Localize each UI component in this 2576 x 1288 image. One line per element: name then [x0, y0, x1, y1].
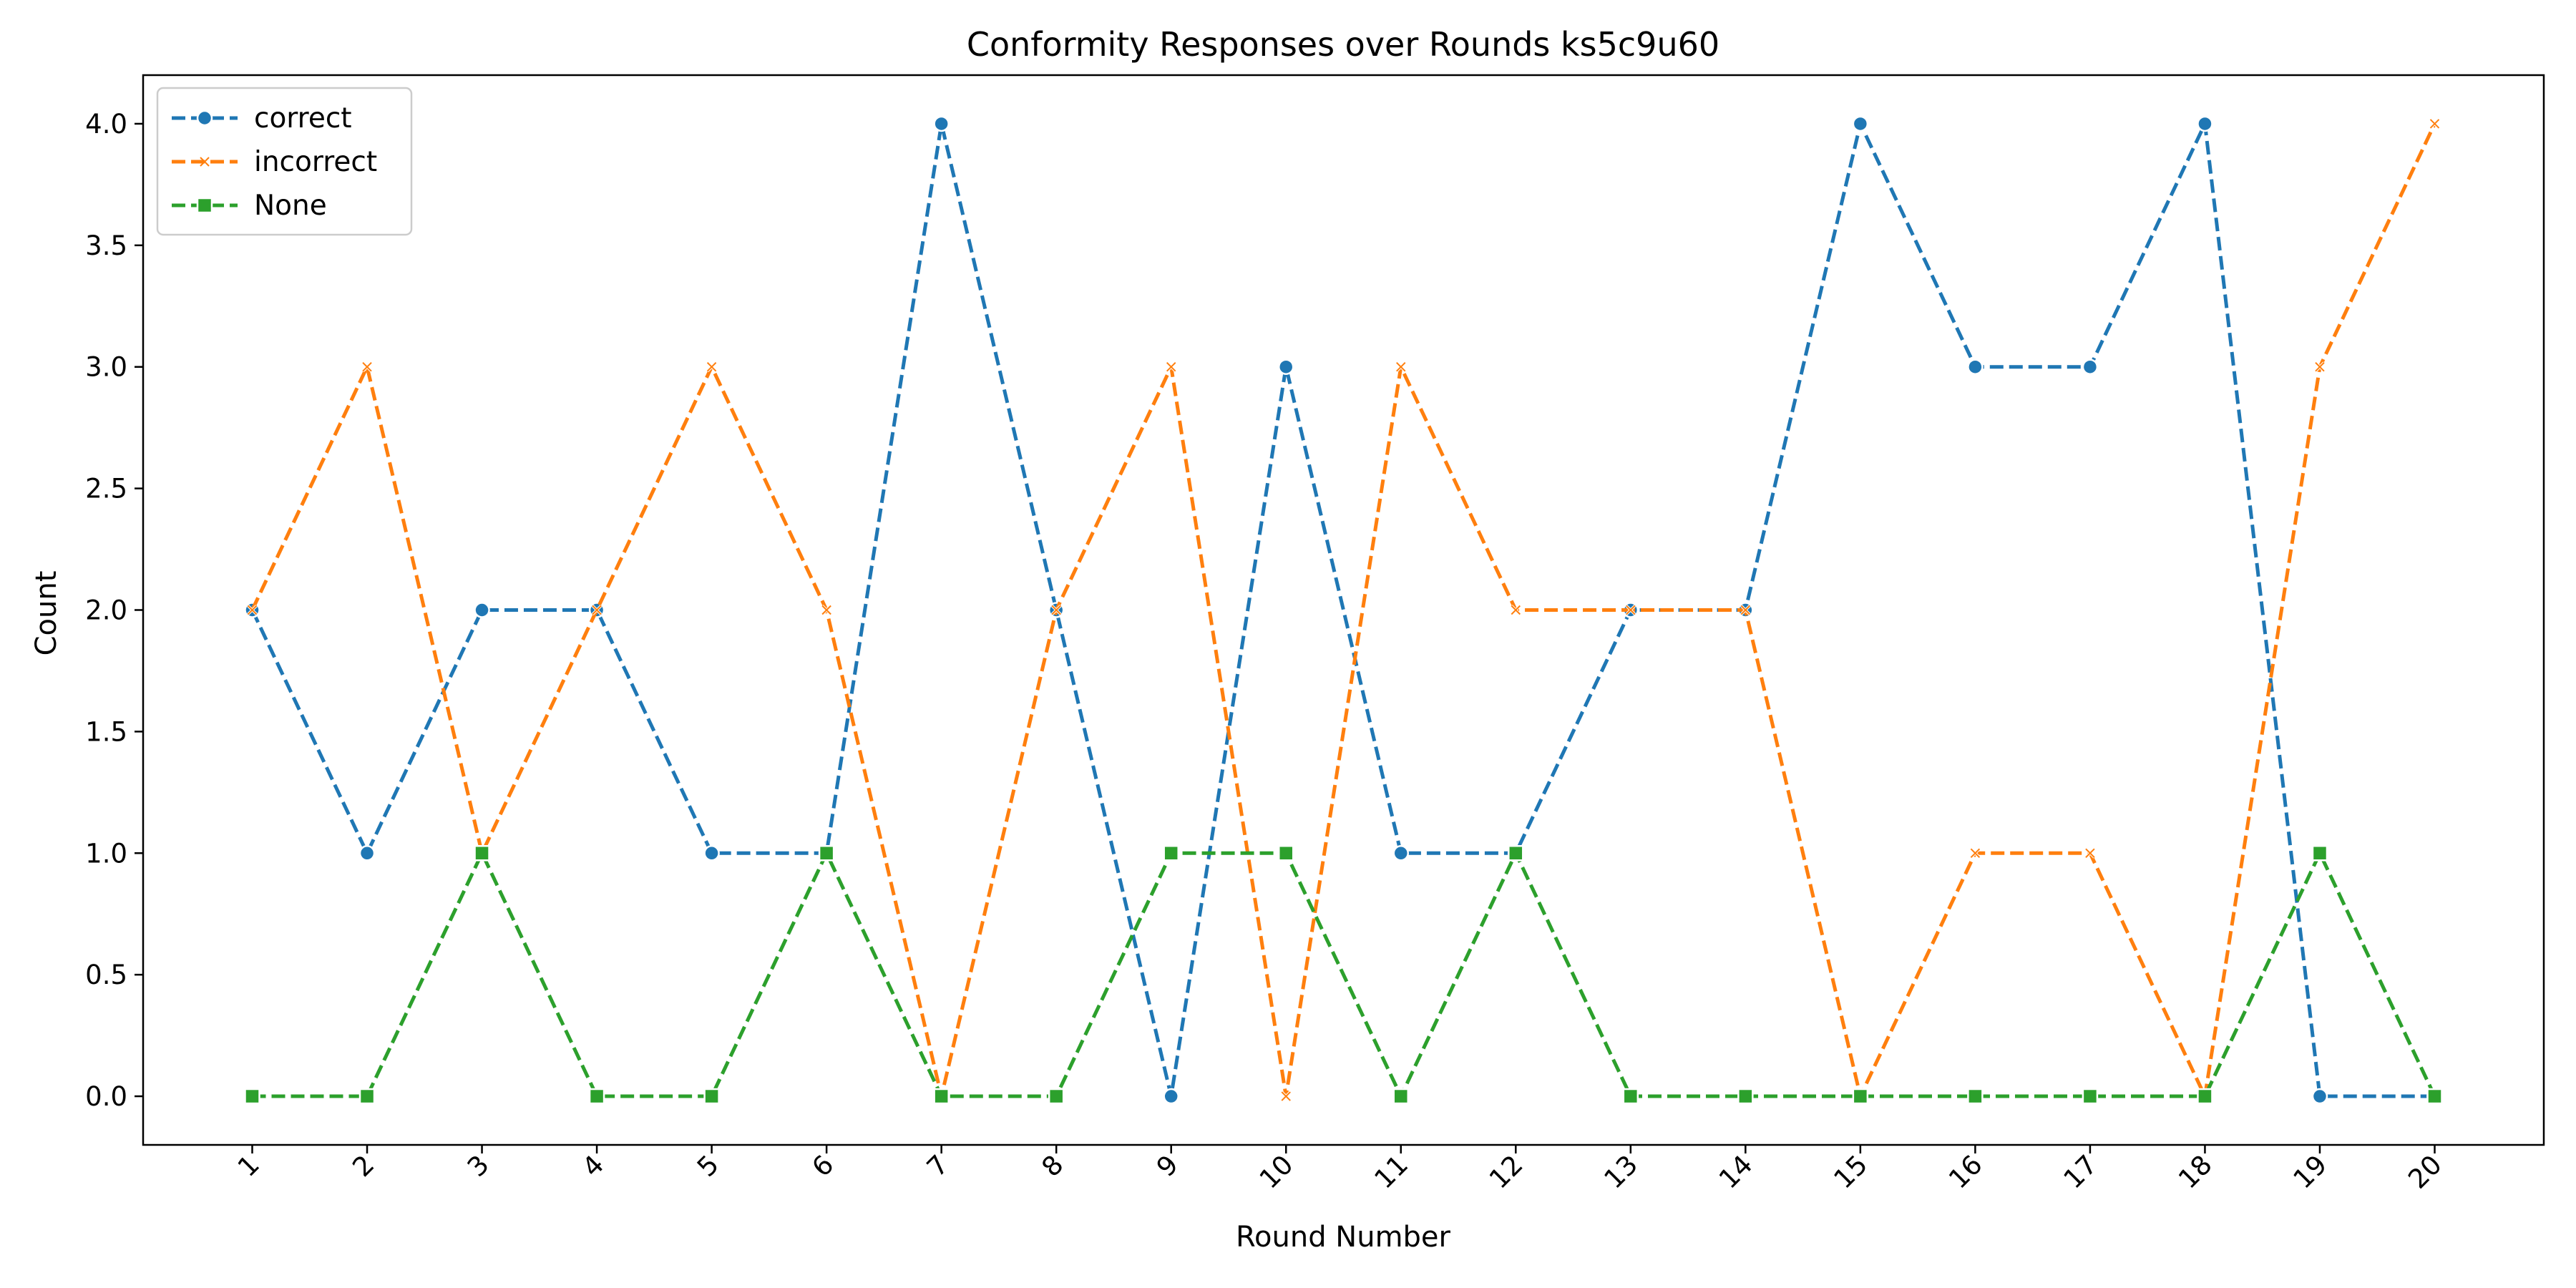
- marker-none-round-7: [933, 1088, 950, 1105]
- marker-incorrect-round-10-core: [1281, 1091, 1291, 1101]
- marker-correct-round-19: [2311, 1088, 2328, 1105]
- marker-none-round-10: [1277, 845, 1294, 862]
- legend-label-incorrect: incorrect: [254, 146, 377, 178]
- marker-incorrect-round-6-core: [821, 605, 831, 615]
- marker-incorrect-round-1-core: [247, 605, 258, 615]
- marker-incorrect-round-4-core: [592, 605, 602, 615]
- marker-none-round-4: [588, 1088, 605, 1105]
- marker-incorrect-round-12-core: [1511, 605, 1521, 615]
- legend-box: [156, 87, 413, 236]
- marker-none-round-5: [703, 1088, 720, 1105]
- marker-incorrect-round-14-core: [1740, 605, 1751, 615]
- marker-correct-round-3: [474, 602, 490, 618]
- y-tick-label: 1.5: [85, 716, 127, 747]
- marker-incorrect-round-5-core: [706, 362, 717, 372]
- marker-correct-round-16: [1967, 358, 1984, 375]
- y-tick-label: 2.5: [85, 474, 127, 504]
- series-line-incorrect: [250, 122, 2436, 1098]
- marker-correct-round-18: [2197, 115, 2213, 132]
- x-axis-label: Round Number: [1236, 1221, 1451, 1254]
- marker-incorrect-round-11-core: [1396, 362, 1406, 372]
- marker-none-round-12: [1508, 845, 1524, 862]
- marker-incorrect-round-16-core: [1970, 848, 1981, 858]
- marker-correct-round-2: [358, 845, 376, 862]
- marker-correct-round-7: [933, 115, 950, 132]
- legend-marker-incorrect: [200, 157, 210, 167]
- marker-incorrect-round-19-core: [2315, 362, 2325, 372]
- marker-incorrect-round-13-core: [1626, 605, 1636, 615]
- y-tick-label: 0.5: [85, 960, 127, 990]
- legend: correct incorrect None: [156, 87, 413, 236]
- marker-none-round-20: [2426, 1088, 2443, 1105]
- marker-correct-round-10: [1277, 358, 1294, 375]
- marker-incorrect-round-20-core: [2429, 119, 2440, 129]
- marker-correct-round-17: [2082, 358, 2099, 375]
- marker-incorrect-round-8-core: [1051, 605, 1061, 615]
- marker-none-round-16: [1967, 1088, 1984, 1105]
- y-tick-label: 1.0: [85, 838, 127, 869]
- marker-none-round-8: [1048, 1088, 1065, 1105]
- marker-none-round-2: [358, 1088, 376, 1105]
- marker-correct-round-9: [1163, 1088, 1179, 1105]
- marker-none-round-19: [2311, 845, 2328, 862]
- y-tick-label: 4.0: [85, 109, 127, 140]
- y-tick-label: 0.0: [85, 1081, 127, 1112]
- marker-incorrect-round-2-core: [362, 362, 372, 372]
- marker-none-round-6: [818, 845, 835, 862]
- marker-none-round-15: [1852, 1088, 1869, 1105]
- marker-incorrect-round-17-core: [2085, 848, 2095, 858]
- marker-none-round-11: [1392, 1088, 1410, 1105]
- legend-marker-correct: [196, 109, 213, 127]
- marker-incorrect-round-9-core: [1166, 362, 1176, 372]
- marker-none-round-1: [244, 1088, 260, 1105]
- marker-none-round-17: [2082, 1088, 2099, 1105]
- marker-none-round-3: [474, 845, 490, 862]
- series-line-correct: [250, 122, 2435, 1098]
- plot-area: 0.00.51.01.52.02.53.03.54.01 2 3 4 5 6 7 8 9 10 11…: [85, 74, 2545, 1195]
- legend-label-correct: correct: [254, 102, 352, 135]
- marker-correct-round-15: [1852, 115, 1869, 132]
- marker-none-round-14: [1737, 1088, 1754, 1105]
- marker-correct-round-5: [703, 845, 720, 862]
- marker-none-round-9: [1163, 845, 1179, 862]
- y-axis-label: Count: [30, 571, 63, 656]
- chart-title: Conformity Responses over Rounds ks5c9u6…: [967, 25, 1719, 64]
- legend-label-none: None: [254, 190, 327, 222]
- marker-none-round-13: [1622, 1088, 1639, 1105]
- marker-none-round-18: [2197, 1088, 2213, 1105]
- legend-marker-none: [196, 197, 213, 214]
- y-tick-label: 3.5: [85, 230, 127, 261]
- y-tick-label: 3.0: [85, 352, 127, 383]
- y-tick-label: 2.0: [85, 595, 127, 626]
- series-line-none: [252, 851, 2436, 1098]
- marker-correct-round-11: [1392, 845, 1410, 862]
